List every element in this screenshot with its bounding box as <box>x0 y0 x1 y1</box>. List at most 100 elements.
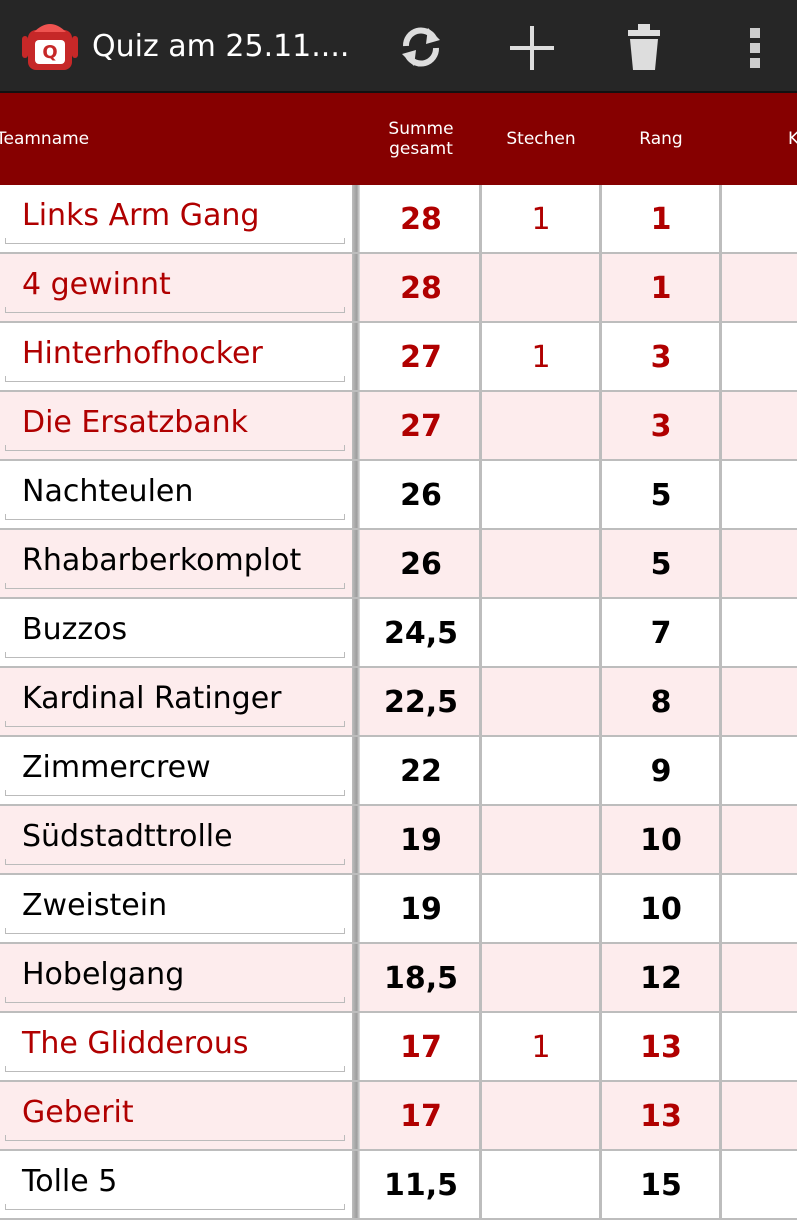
grid-line <box>719 323 722 392</box>
grid-line <box>479 875 482 944</box>
sum-cell: 22,5 <box>383 685 459 720</box>
svg-text:Q: Q <box>42 42 57 63</box>
grid-line <box>599 323 602 392</box>
delete-button[interactable] <box>626 22 662 72</box>
column-separator <box>352 737 360 806</box>
rang-cell: 7 <box>650 616 672 651</box>
grid-line <box>719 875 722 944</box>
grid-line <box>479 323 482 392</box>
input-underline <box>5 859 345 865</box>
grid-line <box>479 1151 482 1220</box>
input-underline <box>5 307 345 313</box>
table-row: 4 gewinnt 28 1 <box>0 254 797 323</box>
grid-line <box>599 461 602 530</box>
table-row: Geberit 17 13 <box>0 1082 797 1151</box>
stechen-cell: 1 <box>531 1030 551 1065</box>
input-underline <box>5 721 345 727</box>
input-underline <box>5 790 345 796</box>
grid-line <box>479 530 482 599</box>
table-row: Südstadttrolle 19 10 <box>0 806 797 875</box>
sum-cell: 11,5 <box>383 1168 459 1203</box>
grid-line <box>599 737 602 806</box>
column-header: Teamname <box>0 129 90 149</box>
add-button[interactable] <box>508 24 556 72</box>
sum-cell: 22 <box>400 754 442 789</box>
team-name-input[interactable]: Nachteulen <box>22 474 194 509</box>
team-name-input[interactable]: Die Ersatzbank <box>22 405 249 440</box>
app-icon[interactable]: Q <box>22 18 78 76</box>
rang-cell: 9 <box>650 754 672 789</box>
grid-line <box>0 873 797 875</box>
grid-line <box>599 668 602 737</box>
column-separator <box>352 392 360 461</box>
grid-line <box>0 1218 797 1220</box>
rang-cell: 1 <box>650 202 672 237</box>
grid-line <box>719 1082 722 1151</box>
grid-line <box>719 668 722 737</box>
grid-line <box>479 254 482 323</box>
sum-cell: 19 <box>400 892 442 927</box>
team-name-input[interactable]: Hinterhofhocker <box>22 336 263 371</box>
team-name-input[interactable]: Geberit <box>22 1095 134 1130</box>
column-header: K <box>788 129 797 149</box>
rang-cell: 13 <box>640 1030 682 1065</box>
grid-line <box>599 254 602 323</box>
grid-line <box>599 599 602 668</box>
rang-cell: 8 <box>650 685 672 720</box>
input-underline <box>5 583 345 589</box>
input-underline <box>5 1066 345 1072</box>
rang-cell: 10 <box>640 823 682 858</box>
sum-cell: 19 <box>400 823 442 858</box>
grid-line <box>479 737 482 806</box>
team-name-input[interactable]: The Glidderous <box>22 1026 249 1061</box>
column-separator <box>352 668 360 737</box>
rang-cell: 12 <box>640 961 682 996</box>
grid-line <box>479 392 482 461</box>
grid-line <box>719 392 722 461</box>
grid-line <box>719 461 722 530</box>
stechen-cell: 1 <box>531 340 551 375</box>
team-name-input[interactable]: Zweistein <box>22 888 168 923</box>
rang-cell: 5 <box>650 478 672 513</box>
team-name-input[interactable]: Buzzos <box>22 612 128 647</box>
grid-line <box>479 944 482 1013</box>
sum-cell: 17 <box>400 1030 442 1065</box>
column-separator <box>352 944 360 1013</box>
grid-line <box>719 599 722 668</box>
rang-cell: 5 <box>650 547 672 582</box>
grid-line <box>719 1151 722 1220</box>
grid-line <box>479 668 482 737</box>
team-name-input[interactable]: Hobelgang <box>22 957 185 992</box>
grid-line <box>0 528 797 530</box>
column-header: Summe gesamt <box>388 119 454 159</box>
grid-line <box>599 185 602 254</box>
grid-line <box>479 185 482 254</box>
grid-line <box>719 806 722 875</box>
team-name-input[interactable]: Links Arm Gang <box>22 198 260 233</box>
refresh-button[interactable] <box>398 24 444 70</box>
input-underline <box>5 652 345 658</box>
table-row: Links Arm Gang 28 1 1 <box>0 185 797 254</box>
grid-line <box>719 254 722 323</box>
team-name-input[interactable]: Südstadttrolle <box>22 819 233 854</box>
team-name-input[interactable]: Tolle 5 <box>22 1164 118 1199</box>
column-separator <box>352 1013 360 1082</box>
column-separator <box>352 323 360 392</box>
team-name-input[interactable]: 4 gewinnt <box>22 267 171 302</box>
team-name-input[interactable]: Kardinal Ratinger <box>22 681 282 716</box>
sum-cell: 17 <box>400 1099 442 1134</box>
stechen-cell: 1 <box>531 202 551 237</box>
grid-line <box>599 392 602 461</box>
team-name-input[interactable]: Rhabarberkomplot <box>22 543 302 578</box>
grid-line <box>0 666 797 668</box>
overflow-menu[interactable] <box>748 26 762 70</box>
grid-line <box>0 1080 797 1082</box>
grid-line <box>479 806 482 875</box>
input-underline <box>5 445 345 451</box>
rang-cell: 15 <box>640 1168 682 1203</box>
team-name-input[interactable]: Zimmercrew <box>22 750 211 785</box>
grid-line <box>719 185 722 254</box>
sum-cell: 28 <box>400 271 442 306</box>
sum-cell: 18,5 <box>383 961 459 996</box>
